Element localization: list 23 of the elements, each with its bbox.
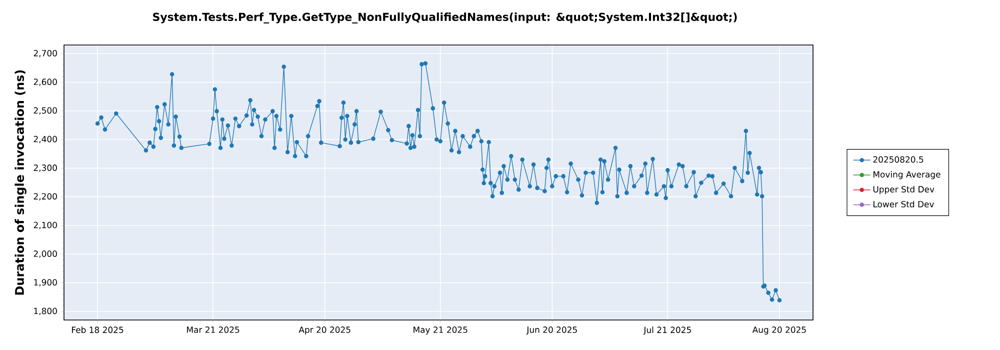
x-tick-label: May 21 2025: [414, 326, 468, 335]
x-tick-label: Feb 18 2025: [72, 326, 124, 334]
x-tick-label: Mar 21 2025: [187, 326, 240, 333]
x-tick-label: Aug 20 2025: [752, 326, 806, 335]
y-axis-title: Duration of single invocation (ns): [14, 70, 26, 295]
y-tick-label: 2,600: [34, 78, 57, 86]
legend-label: Lower Std Dev: [874, 200, 934, 208]
x-tick-label: Apr 20 2025: [298, 326, 350, 335]
y-tick-label: 2,500: [34, 107, 57, 115]
y-tick-label: 2,300: [34, 164, 57, 172]
x-tick-label: Jul 21 2025: [643, 326, 691, 335]
y-tick-label: 2,700: [34, 50, 57, 58]
y-tick-label: 2,000: [34, 250, 57, 258]
chart-title: System.Tests.Perf_Type.GetType_NonFullyQualifiedNames(input: &quot;System.Int32[]&quot;): [153, 12, 737, 24]
legend-label: Moving Average: [874, 171, 940, 180]
legend-label: 20250820.5: [873, 156, 924, 163]
y-tick-label: 2,400: [34, 136, 57, 144]
y-tick-label: 1,900: [34, 279, 57, 286]
y-tick-label: 2,100: [34, 222, 57, 230]
x-tick-label: Jun 20 2025: [526, 326, 577, 334]
y-tick-label: 2,200: [34, 193, 57, 200]
y-tick-label: 1,800: [34, 308, 57, 316]
legend-label: Upper Std Dev: [873, 186, 934, 194]
